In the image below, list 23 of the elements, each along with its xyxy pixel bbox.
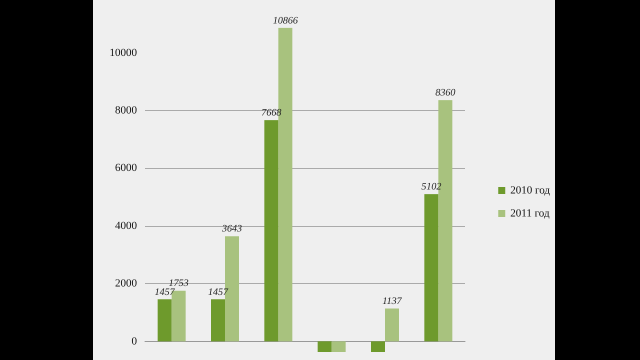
legend-label: 2010 год <box>510 184 550 196</box>
data-label: 7668 <box>261 108 282 119</box>
data-label: 8360 <box>435 88 456 99</box>
y-tick-label: 4000 <box>115 220 138 232</box>
bar <box>424 194 438 342</box>
bar <box>264 120 278 342</box>
data-label: 1457 <box>154 286 176 298</box>
y-tick-label: 6000 <box>115 162 138 174</box>
data-label: 1753 <box>168 278 189 290</box>
bar <box>371 341 385 352</box>
y-tick-label: 8000 <box>115 104 138 117</box>
y-tick-label: 0 <box>132 335 138 348</box>
bar <box>211 299 225 342</box>
data-label: 3643 <box>221 224 242 235</box>
y-tick-label: 2000 <box>115 278 138 290</box>
data-label: 10866 <box>272 15 298 26</box>
y-tick-label: 10000 <box>110 46 138 59</box>
bar <box>158 299 172 342</box>
bar <box>332 341 346 352</box>
data-label: 1137 <box>382 296 403 308</box>
bar <box>318 341 332 352</box>
bar <box>385 308 399 342</box>
legend-label: 2011 год <box>510 208 550 220</box>
